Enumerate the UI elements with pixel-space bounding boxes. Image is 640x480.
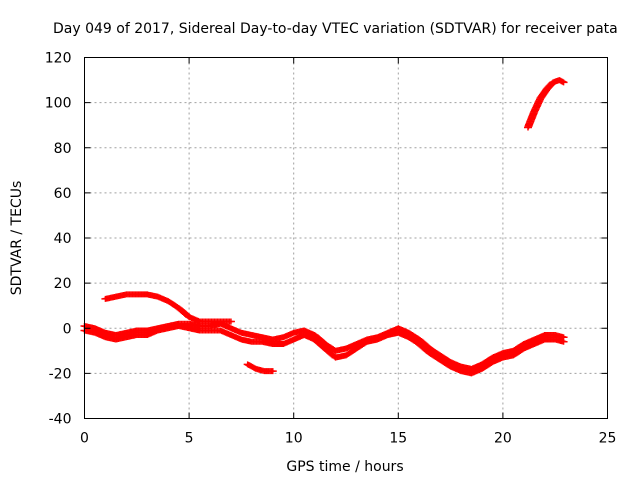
x-tick-label: 5 [185,431,194,447]
x-axis-title: GPS time / hours [286,459,403,475]
data-point-high-arc [559,79,568,86]
x-tick-label: 15 [389,431,407,447]
y-tick-label: 80 [54,141,72,157]
y-tick-label: 20 [54,276,72,292]
x-tick-label: 25 [599,431,617,447]
data-points [80,77,568,377]
y-tick-label: 40 [54,231,72,247]
x-tick-label: 0 [80,431,89,447]
data-point-upper-arc [226,318,235,325]
axis-ticks: 0 5 10 15 20 25 -40 -20 0 20 40 60 80 100 120 [45,51,617,447]
data-point-lower-band [559,338,568,345]
chart-title: Day 049 of 2017, Sidereal Day-to-day VTE… [53,21,618,37]
y-tick-label: 0 [63,321,72,337]
y-axis-title: SDTVAR / TECUs [9,181,25,296]
x-tick-label: 10 [285,431,303,447]
y-tick-label: -20 [49,366,72,382]
y-tick-label: 100 [45,96,72,112]
y-tick-label: -40 [49,412,72,428]
data-point-short-segment [268,368,277,375]
y-tick-label: 120 [45,51,72,67]
grid-lines [84,57,608,419]
x-tick-label: 20 [494,431,512,447]
y-tick-label: 60 [54,186,72,202]
